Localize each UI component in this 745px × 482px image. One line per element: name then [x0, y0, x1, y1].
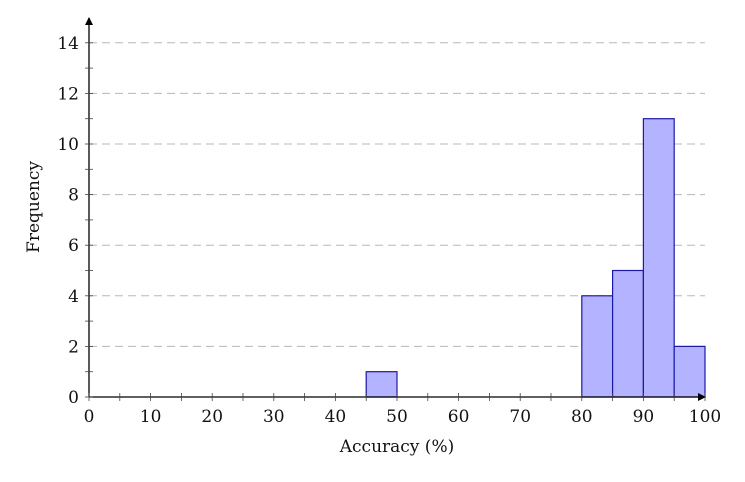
x-tick-label: 80 [571, 407, 593, 427]
x-tick-label: 10 [140, 407, 162, 427]
y-tick-label: 2 [68, 337, 79, 357]
histogram-bar [673, 345, 706, 398]
y-axis-arrow-icon [85, 17, 93, 25]
y-axis-label: Frequency [24, 161, 44, 253]
y-tick-label: 6 [68, 236, 79, 256]
x-tick-label: 70 [509, 407, 531, 427]
x-axis-arrow-icon [698, 393, 706, 401]
y-tick-label: 12 [57, 84, 79, 104]
y-tick-label: 10 [57, 135, 79, 155]
y-tick-label: 14 [57, 34, 79, 54]
x-tick-label: 20 [201, 407, 223, 427]
histogram-bar [642, 118, 675, 398]
y-tick-label: 4 [68, 287, 79, 307]
x-tick-label: 30 [263, 407, 285, 427]
histogram-bar [365, 371, 398, 398]
y-tick-label: 8 [68, 186, 79, 206]
x-tick-label: 0 [84, 407, 95, 427]
y-tick-label: 0 [68, 388, 79, 408]
histogram-bar [611, 269, 644, 398]
histogram-bars [365, 118, 706, 398]
x-axis-label: Accuracy (%) [339, 437, 454, 457]
x-axis-ticks: 0 10 20 30 40 50 60 70 80 90 100 [84, 393, 721, 427]
x-tick-label: 90 [633, 407, 655, 427]
x-tick-label: 40 [325, 407, 347, 427]
x-tick-label: 100 [689, 407, 721, 427]
histogram-bar [581, 295, 614, 398]
x-tick-label: 50 [386, 407, 408, 427]
x-tick-label: 60 [448, 407, 470, 427]
y-axis-ticks: 0 2 4 6 8 10 12 14 [57, 34, 93, 408]
